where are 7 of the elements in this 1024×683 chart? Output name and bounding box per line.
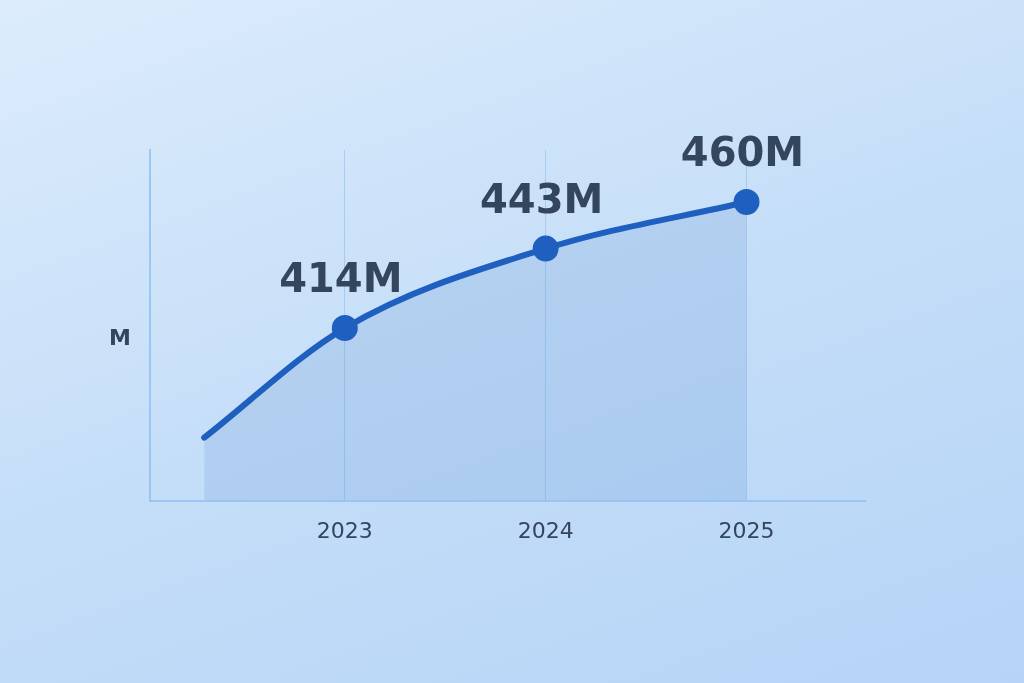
x-tick-label: 2023 <box>316 517 373 543</box>
y-axis-title: M <box>109 325 131 350</box>
x-tick-label: 2025 <box>718 517 775 543</box>
data-label: 460M <box>680 129 805 176</box>
data-label: 414M <box>279 255 403 302</box>
data-label: 443M <box>480 175 604 222</box>
x-tick-label: 2024 <box>517 517 574 543</box>
